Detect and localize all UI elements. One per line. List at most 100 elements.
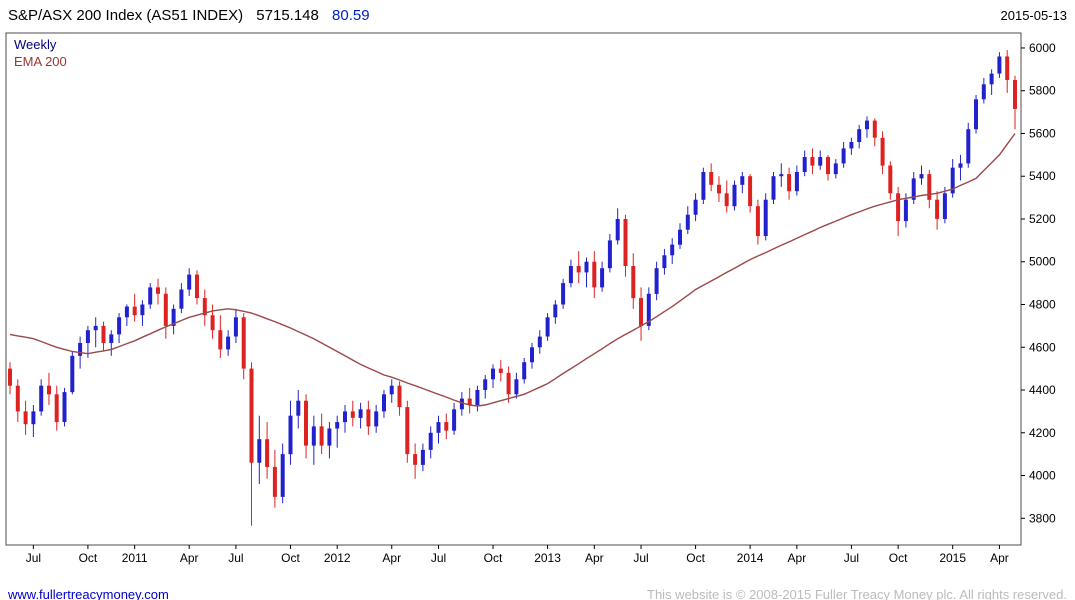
- candle-body: [639, 298, 643, 326]
- ema-line: [9, 133, 1016, 407]
- candle-body: [545, 317, 550, 337]
- x-tick-label: Jul: [431, 551, 446, 565]
- candle-body: [693, 199, 698, 215]
- x-tick-label: 2013: [534, 551, 561, 565]
- candle-body: [296, 400, 301, 416]
- candle-body: [989, 73, 994, 85]
- chart-legend: Weekly EMA 200: [14, 36, 67, 70]
- y-tick-label: 5200: [1029, 212, 1056, 226]
- candle-body: [1005, 56, 1010, 80]
- candle-body: [537, 336, 542, 348]
- candle-body: [382, 394, 386, 412]
- candle-body: [584, 261, 589, 273]
- candle-body: [93, 325, 98, 331]
- candle-body: [163, 293, 168, 326]
- candle-body: [607, 240, 612, 269]
- x-tick-label: Jul: [228, 551, 243, 565]
- x-tick-label: Oct: [79, 551, 98, 565]
- candle-body: [389, 385, 394, 395]
- candle-body: [226, 336, 231, 350]
- candle-body: [654, 268, 659, 294]
- candle-body: [343, 411, 347, 423]
- candle-body: [335, 422, 340, 429]
- candle-body: [794, 172, 799, 192]
- candle-body: [374, 411, 379, 427]
- candle-body: [265, 439, 270, 467]
- candle-body: [319, 426, 324, 446]
- candle-body: [942, 193, 947, 219]
- candle-body: [631, 266, 636, 299]
- candle-body: [880, 137, 885, 166]
- candle-body: [709, 172, 714, 185]
- candle-body: [304, 400, 308, 446]
- candle-body: [662, 255, 667, 269]
- candle-body: [179, 289, 184, 309]
- candle-body: [171, 308, 176, 326]
- candle-body: [685, 214, 690, 230]
- chart-header: S&P/ASX 200 Index (AS51 INDEX) 5715.148 …: [0, 0, 1075, 30]
- candle-body: [272, 467, 277, 497]
- candle-body: [981, 84, 986, 100]
- x-tick-label: 2012: [324, 551, 351, 565]
- candle-body: [420, 449, 425, 465]
- candle-body: [615, 219, 620, 241]
- x-tick-label: Jul: [844, 551, 859, 565]
- candle-body: [467, 398, 472, 405]
- candle-body: [872, 120, 877, 138]
- candle-body: [888, 165, 893, 194]
- candle-body: [911, 178, 916, 200]
- x-tick-label: Apr: [180, 551, 199, 565]
- legend-timeframe: Weekly: [14, 37, 57, 52]
- candle-body: [444, 422, 449, 431]
- candle-body: [896, 193, 901, 222]
- candle-body: [857, 129, 862, 142]
- candle-body: [459, 398, 464, 410]
- candle-body: [849, 142, 854, 149]
- candle-body: [763, 199, 768, 236]
- candle-body: [506, 372, 511, 395]
- x-tick-label: Oct: [484, 551, 503, 565]
- candle-body: [818, 157, 823, 166]
- candle-body: [405, 407, 410, 455]
- candle-body: [78, 343, 83, 356]
- y-tick-label: 5000: [1029, 255, 1056, 269]
- candle-body: [826, 157, 830, 175]
- y-tick-label: 4600: [1029, 340, 1056, 354]
- candle-body: [257, 439, 262, 463]
- title-group: S&P/ASX 200 Index (AS51 INDEX) 5715.148 …: [8, 7, 370, 24]
- x-tick-label: 2014: [737, 551, 764, 565]
- candle-body: [841, 148, 846, 164]
- candle-body: [755, 206, 760, 237]
- footer-link[interactable]: www.fullertreacymoney.com: [8, 586, 169, 600]
- candle-body: [452, 409, 457, 431]
- candle-body: [491, 368, 495, 380]
- candle-body: [117, 317, 122, 335]
- candle-body: [561, 283, 566, 305]
- change-value: 80.59: [332, 6, 370, 24]
- candle-body: [8, 368, 12, 386]
- candle-body: [249, 368, 254, 463]
- candle-body: [327, 428, 332, 446]
- candle-body: [568, 266, 573, 284]
- candle-body: [436, 422, 441, 433]
- candle-body: [553, 304, 558, 318]
- page-title: S&P/ASX 200 Index (AS51 INDEX): [8, 6, 244, 24]
- candle-body: [950, 167, 955, 194]
- candle-body: [576, 266, 581, 273]
- candle-body: [350, 411, 355, 418]
- x-tick-label: Apr: [585, 551, 604, 565]
- candle-body: [740, 176, 745, 185]
- last-price: 5715.148: [256, 6, 319, 24]
- candle-body: [85, 330, 90, 343]
- candle-body: [678, 229, 682, 245]
- y-tick-label: 4200: [1029, 426, 1056, 440]
- candle-body: [233, 317, 238, 337]
- candle-body: [865, 120, 869, 130]
- plot-border: [5, 32, 1022, 546]
- x-tick-label: Oct: [889, 551, 908, 565]
- candle-body: [748, 176, 753, 207]
- candle-body: [413, 454, 418, 465]
- x-tick-label: Apr: [788, 551, 807, 565]
- footer: www.fullertreacymoney.com This website i…: [0, 583, 1075, 600]
- candle-body: [47, 385, 51, 395]
